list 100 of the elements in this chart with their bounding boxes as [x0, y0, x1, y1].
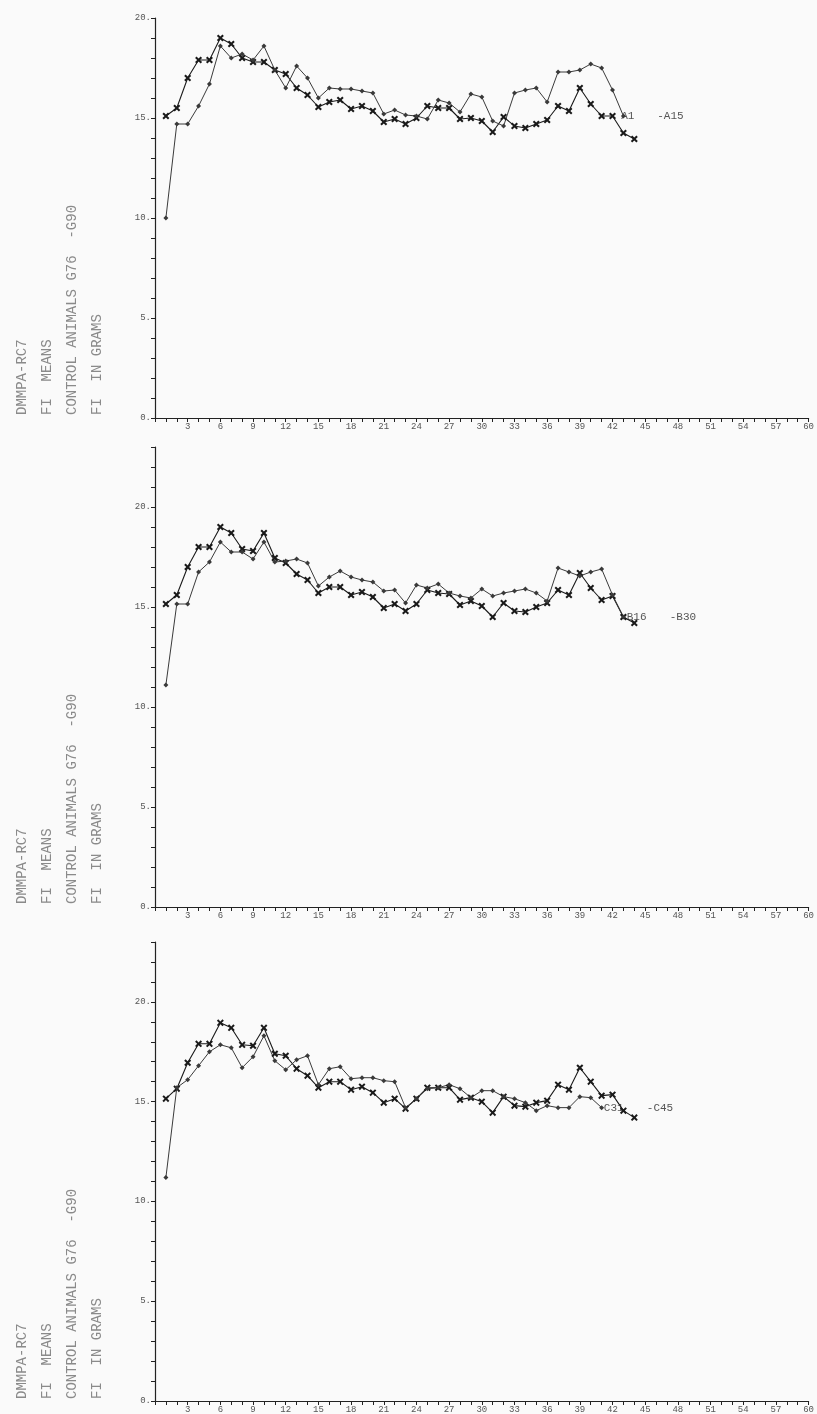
- point: [347, 105, 355, 113]
- point: [599, 65, 605, 71]
- x-tick-label: 15: [312, 1404, 324, 1414]
- point: [348, 1076, 354, 1082]
- point: [336, 583, 344, 591]
- point: [196, 1063, 202, 1069]
- point: [380, 604, 388, 612]
- point: [260, 1024, 268, 1032]
- x-tick-label: 9: [250, 910, 256, 921]
- x-tick-label: 33: [509, 910, 520, 921]
- point: [380, 118, 388, 126]
- point: [543, 1097, 551, 1105]
- x-tick-label: 3: [184, 910, 191, 921]
- point: [544, 99, 550, 105]
- point: [260, 529, 268, 537]
- x-tick-label: 21: [378, 421, 390, 432]
- point: [162, 1095, 170, 1103]
- text: DMMPA-RC7: [14, 1323, 30, 1399]
- x-tick-label: 18: [345, 421, 357, 432]
- point: [555, 565, 561, 571]
- point: [565, 1086, 573, 1094]
- y-axis-title: FI IN GRAMS: [89, 314, 105, 415]
- x-tick-label: 12: [280, 1404, 292, 1414]
- y-tick-label: 10.: [134, 213, 151, 223]
- point: [249, 547, 257, 555]
- point: [282, 70, 290, 78]
- point: [238, 1041, 246, 1049]
- x-tick-label: 42: [607, 910, 618, 921]
- point: [456, 601, 464, 609]
- y-tick-label: 0.: [140, 1396, 151, 1406]
- point: [588, 1095, 594, 1101]
- point: [543, 116, 551, 124]
- y-tick-label: 10.: [134, 702, 151, 712]
- point: [195, 1040, 203, 1048]
- point: [478, 602, 486, 610]
- point: [369, 107, 377, 115]
- point: [163, 215, 169, 221]
- point: [630, 1114, 638, 1122]
- point: [250, 556, 256, 562]
- point: [293, 570, 301, 578]
- point: [478, 1098, 486, 1106]
- point: [315, 95, 321, 101]
- point: [457, 109, 463, 115]
- x-tick-label: 33: [509, 421, 520, 432]
- point: [359, 1075, 365, 1081]
- point: [293, 1065, 301, 1073]
- x-tick-label: 12: [280, 910, 292, 921]
- point: [305, 560, 311, 566]
- point: [478, 117, 486, 125]
- point: [609, 1091, 617, 1099]
- point: [294, 556, 300, 562]
- point: [630, 135, 638, 143]
- point: [249, 1042, 257, 1050]
- point: [577, 1094, 583, 1100]
- point: [445, 104, 453, 112]
- point: [369, 593, 377, 601]
- point: [413, 582, 419, 588]
- annotation: -B30: [669, 611, 697, 623]
- point: [260, 58, 268, 66]
- point: [347, 591, 355, 599]
- point: [403, 600, 409, 606]
- point: [468, 595, 474, 601]
- point: [532, 120, 540, 128]
- text: CONTROL ANIMALS G76 -G90: [64, 693, 80, 904]
- point: [434, 104, 442, 112]
- point: [588, 569, 594, 575]
- point: [555, 1105, 561, 1111]
- x-tick-label: 54: [737, 421, 749, 432]
- point: [566, 1105, 572, 1111]
- point: [337, 86, 343, 92]
- point: [565, 107, 573, 115]
- point: [521, 608, 529, 616]
- text: CONTROL ANIMALS G76 -G90: [64, 204, 80, 415]
- point: [162, 112, 170, 120]
- point: [239, 51, 245, 57]
- annotation: -C45: [646, 1101, 674, 1114]
- point: [227, 40, 235, 48]
- x-tick-label: 6: [217, 421, 224, 432]
- x-tick-label: 48: [672, 1404, 684, 1414]
- point: [261, 43, 267, 49]
- point: [434, 589, 442, 597]
- x-tick-label: 60: [803, 421, 815, 432]
- point: [522, 586, 528, 592]
- point: [610, 87, 616, 93]
- point: [576, 84, 584, 92]
- x-tick-label: 12: [280, 421, 292, 432]
- point: [314, 103, 322, 111]
- point: [403, 112, 409, 118]
- point: [588, 61, 594, 67]
- x-tick-label: 27: [443, 421, 455, 432]
- point: [283, 1067, 289, 1073]
- point: [163, 682, 169, 688]
- point: [206, 81, 212, 87]
- point: [521, 1103, 529, 1111]
- y-tick-label: 0.: [140, 413, 151, 423]
- x-tick-label: 51: [705, 1404, 716, 1414]
- point: [163, 1174, 169, 1180]
- x-tick-label: 57: [770, 1404, 782, 1414]
- point: [261, 539, 267, 545]
- point: [510, 1102, 518, 1110]
